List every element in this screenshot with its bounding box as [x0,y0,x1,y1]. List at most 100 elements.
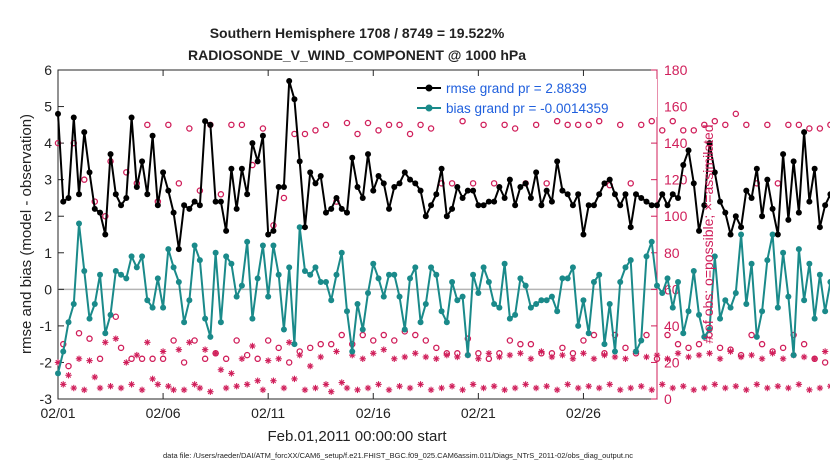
bias-point [822,308,829,315]
bias-point [70,300,77,307]
bias-point [354,300,361,307]
obs-possible-point [564,121,571,129]
obs-assimilated-point [133,351,141,359]
bias-point [238,282,245,289]
right-tick-label: 140 [664,135,688,151]
obs-assimilated-point [385,386,393,394]
rmse-point [386,205,393,212]
obs-assimilated-point [690,386,697,394]
x-tick-label: 02/16 [356,405,391,421]
obs-assimilated-point [779,355,787,362]
bias-point [806,260,813,267]
rmse-point [811,165,818,172]
bias-point [711,253,718,260]
obs-possible-point [701,121,708,129]
obs-assimilated-point [159,348,167,355]
rmse-point [748,194,755,201]
obs-assimilated-point [517,350,524,357]
rmse-point [428,202,435,209]
bias-point [65,319,72,326]
obs-assimilated-point [659,381,666,388]
x-tick-label: 02/26 [566,405,601,421]
rmse-point [233,205,240,212]
obs-assimilated-point [532,384,540,392]
bias-point [590,279,597,286]
rmse-point [522,180,529,187]
obs-possible-point [448,180,456,187]
obs-possible-point [412,331,419,339]
bias-point [627,257,634,264]
rmse-point [196,202,203,209]
rmse-point [690,180,697,187]
rmse-point [554,158,561,165]
obs-assimilated-point [254,377,261,384]
bias-point [722,297,729,304]
obs-possible-point [643,331,650,339]
obs-assimilated-point [380,346,387,353]
rmse-point [617,202,624,209]
rmse-point [643,198,650,205]
bias-point [97,271,104,278]
rmse-point [443,213,450,220]
obs-possible-point [144,121,151,129]
obs-possible-point [517,340,524,348]
obs-assimilated-point [764,384,771,392]
bias-point [139,253,146,260]
bias-point [780,249,787,256]
bias-point [527,304,534,311]
bias-point [764,257,771,264]
legend-bias-marker [425,104,433,112]
rmse-point [422,213,429,220]
obs-possible-point [65,362,72,370]
right-tick-label: 100 [664,208,688,224]
obs-assimilated-point [417,381,424,388]
obs-assimilated-point [701,384,708,392]
obs-possible-point [590,331,598,339]
obs-possible-point [159,355,167,363]
rmse-point [259,132,266,139]
rmse-point [685,147,692,154]
rmse-point [575,191,582,198]
bias-point [386,271,393,278]
bias-point [396,293,403,300]
rmse-point [112,191,119,198]
bias-point [128,253,135,260]
rmse-point [501,194,508,201]
rmse-point [438,165,445,172]
obs-possible-point [391,337,398,344]
bias-point [223,253,230,260]
bias-point [286,264,293,271]
bias-point [118,271,125,278]
rmse-point [149,132,156,139]
rmse-point [475,202,482,209]
obs-assimilated-point [669,384,676,392]
obs-possible-point [758,340,766,348]
bias-point [696,311,703,318]
obs-assimilated-point [217,366,225,373]
obs-assimilated-point [60,381,67,388]
rmse-point [806,198,813,205]
obs-assimilated-point [291,375,298,383]
obs-assimilated-point [259,386,267,394]
left-tick-label: 0 [44,281,52,297]
x-tick-label: 02/11 [251,405,285,421]
obs-possible-point [322,121,330,129]
obs-possible-point [317,340,324,348]
obs-possible-point [722,121,729,129]
obs-possible-point [96,355,104,363]
obs-assimilated-point [317,353,324,361]
obs-assimilated-point [569,355,577,362]
bias-point [207,333,214,340]
right-tick-label: 80 [664,245,680,261]
obs-possible-point [711,117,719,125]
obs-possible-point [595,117,603,125]
obs-possible-point [627,180,634,187]
obs-assimilated-point [559,351,566,359]
left-tick-label: 6 [44,62,52,78]
rmse-point [391,183,398,190]
bias-point [428,264,435,271]
rmse-point [491,198,498,205]
bias-point [596,271,603,278]
bias-point [795,246,802,253]
